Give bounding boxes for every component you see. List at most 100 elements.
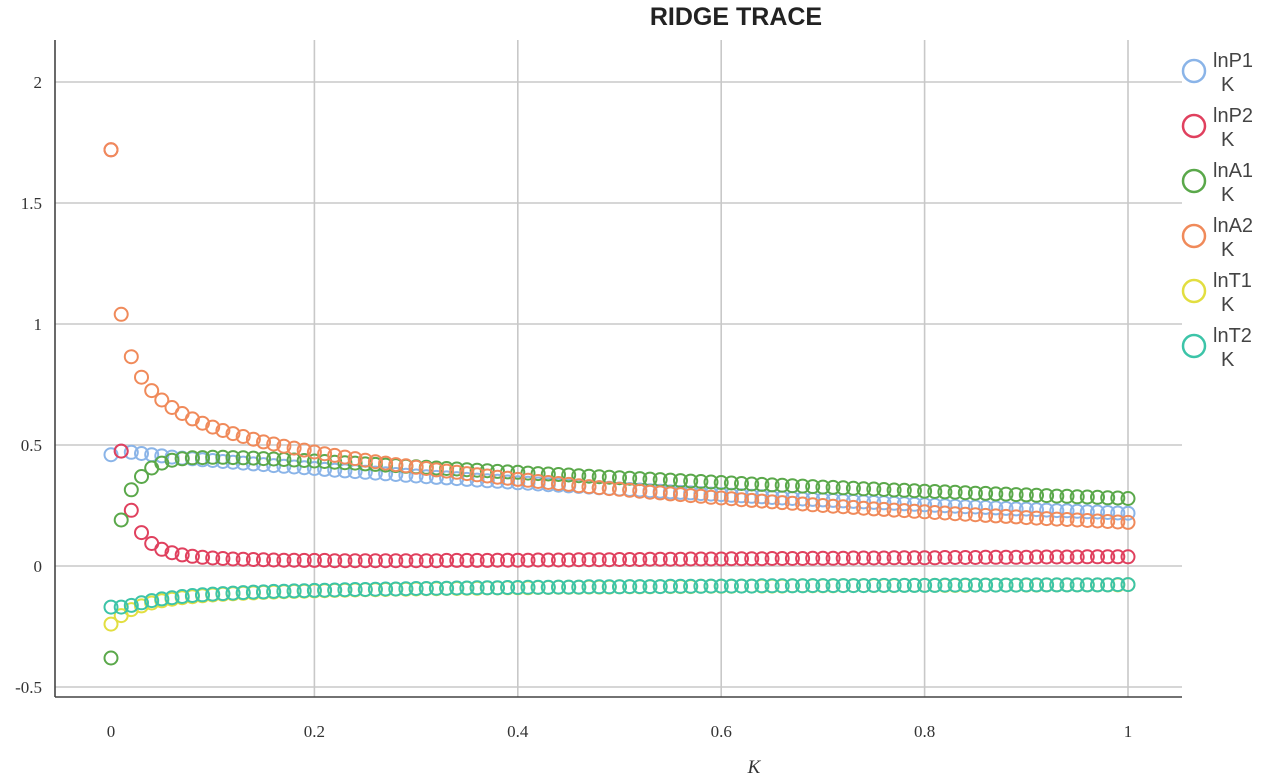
data-point — [652, 579, 668, 595]
data-point — [1039, 549, 1055, 565]
data-point — [957, 485, 973, 501]
data-point — [998, 577, 1014, 593]
data-point — [876, 482, 892, 497]
data-point — [734, 476, 749, 491]
data-point — [1110, 514, 1126, 530]
data-point — [1090, 549, 1105, 565]
data-point — [591, 469, 607, 485]
data-point — [408, 553, 424, 569]
data-point — [784, 578, 800, 594]
data-point — [1049, 549, 1065, 565]
data-point — [734, 492, 749, 508]
data-point — [906, 483, 922, 499]
data-point — [754, 551, 770, 567]
x-tick-label: 0.2 — [304, 722, 325, 741]
data-point — [784, 551, 800, 566]
data-point — [367, 553, 383, 569]
data-point — [825, 498, 841, 514]
data-point — [937, 505, 953, 521]
data-point — [845, 578, 861, 594]
data-point — [154, 591, 170, 607]
y-tick-labels: -0.5 0 0.5 1 1.5 2 — [15, 73, 42, 697]
data-point — [1018, 510, 1034, 526]
data-point — [662, 486, 678, 502]
data-point — [673, 578, 688, 594]
data-point — [703, 489, 719, 505]
data-point — [195, 450, 210, 466]
chart-title: RIDGE TRACE — [650, 3, 822, 31]
data-point — [408, 581, 424, 596]
data-point — [896, 577, 912, 593]
data-point — [856, 578, 872, 594]
data-point — [103, 142, 119, 158]
data-point — [256, 451, 271, 467]
data-point — [937, 550, 953, 565]
data-point — [673, 551, 688, 567]
data-point — [439, 463, 455, 479]
data-point — [164, 590, 180, 606]
data-point — [581, 552, 597, 568]
data-point — [683, 473, 699, 489]
data-point — [967, 550, 983, 565]
data-point — [642, 551, 658, 567]
data-point — [896, 550, 912, 566]
data-point — [225, 450, 241, 466]
data-point — [296, 583, 312, 599]
data-point — [357, 582, 373, 597]
x-tick-label: 0 — [107, 722, 116, 741]
data-point — [896, 503, 912, 519]
data-point — [1120, 491, 1136, 506]
data-point — [927, 484, 943, 499]
data-point — [795, 478, 811, 494]
data-point — [764, 578, 780, 594]
data-point — [632, 579, 648, 595]
data-point — [693, 488, 709, 504]
data-point — [1079, 504, 1095, 520]
data-point — [1120, 505, 1136, 521]
data-point — [764, 477, 780, 493]
data-point — [327, 462, 343, 478]
data-point — [927, 505, 943, 520]
data-point — [123, 349, 139, 365]
data-point — [723, 475, 739, 491]
data-point — [1059, 549, 1075, 565]
data-point — [591, 552, 607, 568]
data-point — [327, 553, 343, 569]
data-point — [317, 446, 333, 462]
data-point — [988, 508, 1004, 524]
data-point — [734, 578, 749, 594]
data-point — [805, 550, 821, 566]
data-point — [744, 578, 760, 594]
data-point — [866, 550, 882, 566]
data-point — [1069, 503, 1085, 519]
data-point — [388, 457, 404, 473]
data-point — [622, 579, 638, 595]
data-point — [601, 552, 617, 568]
data-point — [388, 581, 404, 597]
data-point — [835, 578, 851, 594]
data-point — [774, 477, 790, 493]
data-point — [1049, 503, 1065, 519]
data-point — [195, 549, 210, 565]
data-point — [306, 552, 322, 568]
data-point — [398, 467, 414, 483]
data-point — [571, 552, 587, 568]
data-point — [876, 550, 892, 566]
data-point — [1059, 503, 1075, 519]
data-point — [978, 549, 994, 565]
data-point — [937, 484, 953, 500]
data-point — [195, 587, 210, 603]
data-point — [164, 452, 180, 468]
data-point — [886, 577, 902, 593]
data-point — [256, 434, 271, 450]
data-point — [1039, 488, 1055, 504]
data-point — [530, 552, 546, 568]
data-point — [113, 443, 129, 459]
data-point — [520, 472, 536, 488]
y-tick-label: 1.5 — [21, 194, 42, 213]
data-point — [113, 599, 129, 615]
data-point — [856, 481, 872, 497]
data-point — [815, 498, 831, 513]
